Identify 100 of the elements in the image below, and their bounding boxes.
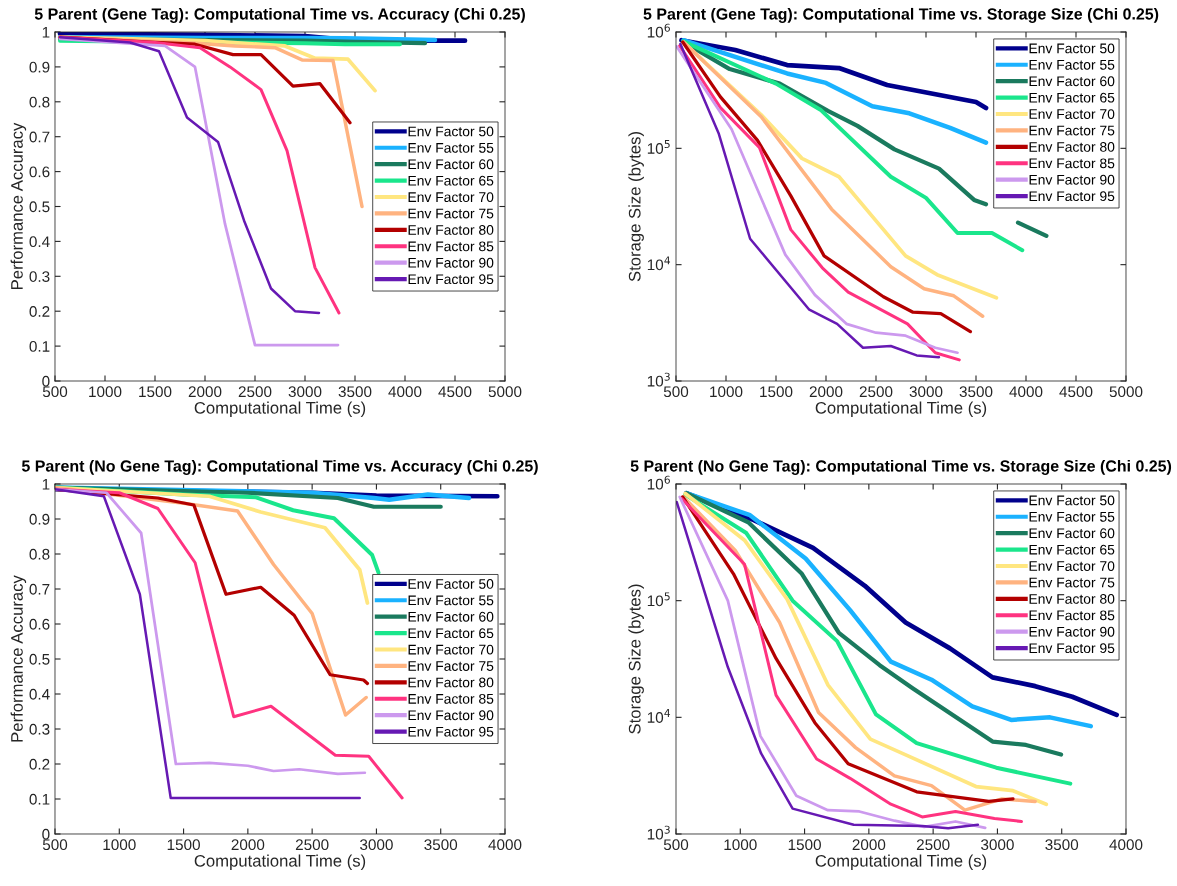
y-tick-label: 0.7 — [29, 131, 50, 143]
y-tick-label: 0.9 — [29, 513, 50, 525]
y-tick-label: 10$^{5}$ — [647, 140, 670, 154]
x-tick-label: 1000 — [710, 386, 743, 398]
legend-label: Env Factor 85 — [1029, 610, 1115, 621]
chart-title: 5 Parent (No Gene Tag): Computational Time vs. Storage Size (Chi 0.25) — [630, 459, 1172, 475]
x-tick-label: 2500 — [916, 839, 950, 851]
legend-label: Env Factor 60 — [408, 159, 494, 170]
x-tick-label: 4000 — [1109, 839, 1143, 851]
y-tick-label: 0.3 — [29, 723, 50, 735]
y-tick-label: 0.3 — [29, 271, 50, 282]
legend-label: Env Factor 50 — [408, 126, 494, 137]
x-tick-label: 1500 — [167, 839, 200, 851]
legend-label: Env Factor 50 — [1029, 495, 1115, 506]
x-tick-label: 5000 — [488, 386, 522, 398]
y-tick-label: 0.9 — [29, 61, 50, 73]
x-tick-label: 5000 — [1109, 386, 1143, 398]
x-tick-label: 4000 — [1009, 386, 1043, 398]
legend-label: Env Factor 90 — [408, 257, 494, 268]
y-tick-label: 10$^{6}$ — [647, 23, 670, 38]
x-tick-label: 3500 — [424, 839, 458, 851]
legend-label: Env Factor 85 — [1029, 158, 1115, 169]
legend-label: Env Factor 95 — [1029, 191, 1115, 202]
y-tick-label: 10$^{4}$ — [647, 256, 671, 271]
x-tick-label: 3500 — [959, 386, 993, 398]
chart-title: 5 Parent (Gene Tag): Computational Time vs. Storage Size (Chi 0.25) — [643, 7, 1159, 23]
x-tick-label: 2000 — [231, 839, 265, 851]
legend-label: Env Factor 95 — [408, 726, 494, 737]
y-tick-label: 0.8 — [29, 548, 50, 560]
legend-label: Env Factor 50 — [408, 579, 494, 589]
legend-label: Env Factor 90 — [1029, 626, 1115, 637]
x-tick-label: 3000 — [288, 386, 322, 398]
x-tick-label: 1000 — [89, 386, 122, 398]
y-tick-label: 0.4 — [29, 688, 50, 700]
x-axis-title: Computational Time (s) — [194, 401, 366, 418]
y-tick-label: 10$^{3}$ — [647, 372, 670, 387]
x-tick-label: 3500 — [338, 386, 372, 398]
x-tick-label: 500 — [663, 386, 689, 398]
y-axis-title: Storage Size (bytes) — [628, 132, 644, 282]
y-tick-label: 0.8 — [29, 96, 50, 108]
legend-label: Env Factor 60 — [408, 611, 494, 622]
x-tick-label: 500 — [663, 839, 689, 851]
x-tick-label: 2000 — [809, 386, 843, 398]
legend-label: Env Factor 70 — [408, 192, 494, 203]
chart-title: 5 Parent (Gene Tag): Computational Time vs. Accuracy (Chi 0.25) — [34, 7, 525, 23]
legend-label: Env Factor 95 — [1029, 643, 1115, 654]
y-tick-label: 10$^{4}$ — [647, 709, 671, 723]
y-axis-title: Performance Accuracy — [10, 575, 27, 742]
y-tick-label: 0.1 — [29, 793, 50, 805]
x-tick-label: 1500 — [788, 839, 821, 851]
legend-label: Env Factor 90 — [408, 710, 494, 721]
y-tick-label: 10$^{6}$ — [647, 475, 670, 490]
y-tick-label: 1 — [42, 479, 50, 490]
x-axis-title: Computational Time (s) — [194, 854, 366, 871]
y-tick-label: 0.2 — [29, 758, 50, 770]
legend-label: Env Factor 80 — [408, 225, 494, 235]
y-tick-label: 10$^{3}$ — [647, 825, 670, 840]
y-tick-label: 10$^{5}$ — [647, 592, 670, 607]
x-tick-label: 3500 — [1045, 839, 1079, 851]
legend-label: Env Factor 55 — [1029, 512, 1115, 522]
legend-label: Env Factor 75 — [408, 661, 494, 671]
legend-label: Env Factor 70 — [1029, 109, 1115, 119]
legend-label: Env Factor 90 — [1029, 174, 1115, 185]
x-tick-label: 2000 — [852, 839, 886, 851]
x-tick-label: 2000 — [188, 386, 222, 398]
legend-label: Env Factor 85 — [408, 693, 494, 704]
x-tick-label: 2500 — [295, 839, 329, 851]
line-series — [679, 37, 989, 111]
x-tick-label: 1500 — [760, 386, 793, 398]
x-tick-label: 500 — [42, 386, 68, 398]
x-tick-label: 1000 — [103, 839, 136, 851]
x-tick-label: 4000 — [488, 839, 522, 851]
x-tick-label: 3000 — [360, 839, 393, 851]
chart-title: 5 Parent (No Gene Tag): Computational Time vs. Accuracy (Chi 0.25) — [21, 459, 538, 475]
legend-label: Env Factor 75 — [408, 208, 494, 219]
legend-label: Env Factor 70 — [1029, 561, 1115, 571]
legend-label: Env Factor 80 — [1029, 593, 1115, 604]
legend-label: Env Factor 60 — [1029, 76, 1115, 87]
legend-label: Env Factor 65 — [408, 628, 494, 639]
y-tick-label: 0 — [42, 828, 50, 840]
legend-label: Env Factor 65 — [408, 175, 494, 186]
x-tick-label: 3000 — [981, 839, 1014, 851]
legend-label: Env Factor 65 — [1029, 92, 1115, 103]
legend-label: Env Factor 55 — [408, 595, 494, 606]
y-tick-label: 0.4 — [29, 236, 50, 248]
x-tick-label: 4500 — [438, 386, 472, 398]
y-tick-label: 0.5 — [29, 653, 50, 665]
y-tick-label: 0.7 — [29, 583, 50, 595]
y-axis-title: Performance Accuracy — [10, 122, 27, 289]
x-axis-title: Computational Time (s) — [815, 854, 987, 871]
legend-label: Env Factor 75 — [1029, 577, 1115, 588]
legend-label: Env Factor 55 — [408, 143, 494, 153]
legend-label: Env Factor 50 — [1029, 43, 1115, 54]
y-tick-label: 0.5 — [29, 201, 50, 213]
legend-label: Env Factor 65 — [1029, 544, 1115, 555]
legend-label: Env Factor 95 — [408, 274, 494, 285]
x-tick-label: 4500 — [1059, 386, 1093, 398]
legend-label: Env Factor 80 — [408, 677, 494, 688]
legend-label: Env Factor 80 — [1029, 141, 1115, 152]
legend-label: Env Factor 70 — [408, 644, 494, 655]
